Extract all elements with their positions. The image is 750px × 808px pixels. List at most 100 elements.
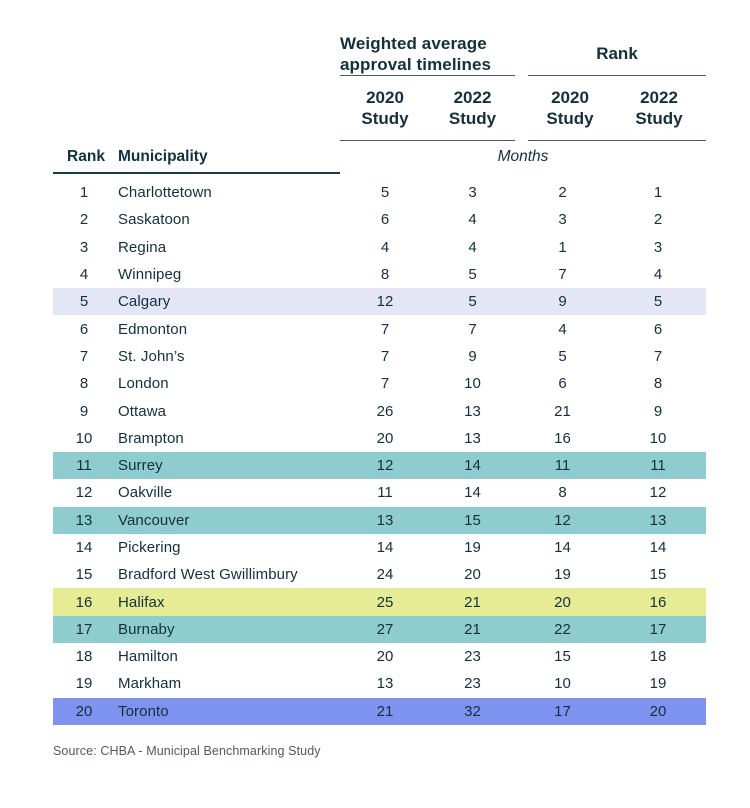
rank-2020-cell: 17 <box>554 702 571 720</box>
rank-cell: 11 <box>76 457 92 475</box>
rank-2022-cell: 10 <box>649 429 667 447</box>
timeline-2022-cell: 4 <box>468 211 477 229</box>
page: { "header": { "group1_title": "Weighted … <box>0 33 750 808</box>
rank-cell: 5 <box>79 293 89 311</box>
rank-cell: 20 <box>75 702 93 720</box>
table-row: 7 St. John’s 7 9 5 7 <box>53 343 706 370</box>
group-title-rank: Rank <box>596 44 638 63</box>
municipality-cell: Charlottetown <box>118 184 212 202</box>
rank-cell: 17 <box>75 620 93 638</box>
rank-2022-cell: 4 <box>653 266 663 284</box>
municipality-cell: Hamilton <box>118 648 178 666</box>
municipality-cell: St. John’s <box>118 347 185 365</box>
rank-cell: 3 <box>79 238 89 256</box>
municipality-cell: Vancouver <box>118 511 190 529</box>
rank-2020-cell: 16 <box>554 429 571 447</box>
timeline-2020-cell: 13 <box>376 511 394 529</box>
municipality-cell: Saskatoon <box>118 211 190 229</box>
table-row: 2 Saskatoon 6 4 3 2 <box>53 206 706 233</box>
rank-2020-cell: 12 <box>554 511 571 529</box>
timeline-2022-cell: 15 <box>464 511 481 529</box>
group-header-gap <box>515 33 528 141</box>
rank-2020-cell: 4 <box>558 320 567 338</box>
timeline-2020-cell: 6 <box>380 211 390 229</box>
table-row: 14 Pickering 14 19 14 14 <box>53 534 706 561</box>
rank-column-header: Rank <box>67 148 105 165</box>
timeline-2022-cell: 7 <box>468 320 477 338</box>
rank-cell: 7 <box>79 347 89 365</box>
timeline-2022-cell: 4 <box>468 238 477 256</box>
group-title-approval-timelines: Weighted average approval timelines <box>340 34 492 74</box>
rank-2020-cell: 19 <box>554 566 571 584</box>
timeline-2022-cell: 10 <box>464 375 481 393</box>
table-row: 15 Bradford West Gwillimbury 24 20 19 15 <box>53 561 706 588</box>
rank-2020-cell: 1 <box>558 238 567 256</box>
rank-cell: 1 <box>79 184 89 202</box>
table-row: 9 Ottawa 26 13 21 9 <box>53 397 706 424</box>
municipality-cell: Oakville <box>118 484 173 502</box>
timeline-2020-cell: 11 <box>377 484 393 502</box>
rank-cell: 12 <box>75 484 93 502</box>
table-row: 20 Toronto 21 32 17 20 <box>53 697 706 725</box>
timeline-2022-cell: 3 <box>468 184 477 202</box>
timeline-2022-cell: 21 <box>464 620 481 638</box>
municipality-cell: Surrey <box>118 457 163 475</box>
timeline-2020-cell: 21 <box>376 702 394 720</box>
rank-2020-cell: 2 <box>558 184 567 202</box>
rank-2022-cell: 3 <box>653 238 663 256</box>
rank-cell: 13 <box>75 511 93 529</box>
rank-2022-cell: 1 <box>653 184 663 202</box>
rank-2020-cell: 20 <box>554 593 571 611</box>
rank-cell: 19 <box>75 675 93 693</box>
timeline-2022-cell: 20 <box>464 566 481 584</box>
table-row: 18 Hamilton 20 23 15 18 <box>53 643 706 670</box>
table-row: 12 Oakville 11 14 8 12 <box>53 479 706 506</box>
table-row: 4 Winnipeg 8 5 7 4 <box>53 261 706 288</box>
table-row: 17 Burnaby 27 21 22 17 <box>53 615 706 644</box>
rank-cell: 14 <box>75 539 93 556</box>
rank-2022-cell: 19 <box>649 675 667 693</box>
timeline-2022-cell: 23 <box>464 675 481 693</box>
table-row: 13 Vancouver 13 15 12 13 <box>53 506 706 534</box>
table-row: 11 Surrey 12 14 11 11 <box>53 451 706 480</box>
timeline-2020-cell: 13 <box>376 675 394 693</box>
timeline-2020-cell: 8 <box>380 266 390 284</box>
group-rank: Rank 2020 Study 2022 Study <box>528 33 706 141</box>
municipality-cell: Calgary <box>118 293 171 311</box>
rank-2022-cell: 8 <box>653 375 663 393</box>
col-header-timeline-2022: 2022 Study <box>448 88 497 128</box>
municipality-cell: Edmonton <box>118 320 188 338</box>
timeline-2022-cell: 23 <box>464 648 481 666</box>
rank-2020-cell: 15 <box>554 648 571 666</box>
rank-2022-cell: 7 <box>653 347 663 365</box>
rank-cell: 6 <box>79 320 89 338</box>
rank-cell: 2 <box>79 211 89 229</box>
table-row: 10 Brampton 20 13 16 10 <box>53 425 706 452</box>
rank-2022-cell: 6 <box>653 320 663 338</box>
rank-2022-cell: 20 <box>649 702 667 720</box>
municipality-cell: Halifax <box>118 593 165 611</box>
rank-cell: 8 <box>79 375 89 393</box>
timeline-2022-cell: 14 <box>464 457 481 475</box>
timeline-2022-cell: 9 <box>468 347 477 365</box>
rank-2022-cell: 9 <box>653 402 663 420</box>
municipality-cell: Bradford West Gwillimbury <box>118 566 298 584</box>
table-row: 5 Calgary 12 5 9 5 <box>53 288 706 316</box>
table-row: 6 Edmonton 7 7 4 6 <box>53 315 706 342</box>
timeline-2022-cell: 32 <box>464 702 481 720</box>
rank-2022-cell: 5 <box>653 293 663 311</box>
municipality-cell: Pickering <box>118 539 181 556</box>
rank-2022-cell: 14 <box>649 539 667 556</box>
rank-cell: 9 <box>79 402 89 420</box>
group-header-spacer <box>53 33 340 141</box>
approval-timelines-table: Weighted average approval timelines 20 20… <box>53 33 706 725</box>
municipality-cell: Brampton <box>118 429 184 447</box>
table-row: 16 Halifax 25 21 20 16 <box>53 588 706 616</box>
timeline-2020-cell: 12 <box>376 293 394 311</box>
rank-2020-cell: 10 <box>554 675 571 693</box>
timeline-2020-cell: 4 <box>380 238 390 256</box>
municipality-cell: London <box>118 375 169 393</box>
table-body: 1 Charlottetown 5 3 2 1 2 Saskatoon 6 4 3 2 3 Regina 4… <box>53 179 706 725</box>
rank-2022-cell: 17 <box>649 620 667 638</box>
rank-2020-cell: 3 <box>558 211 567 229</box>
